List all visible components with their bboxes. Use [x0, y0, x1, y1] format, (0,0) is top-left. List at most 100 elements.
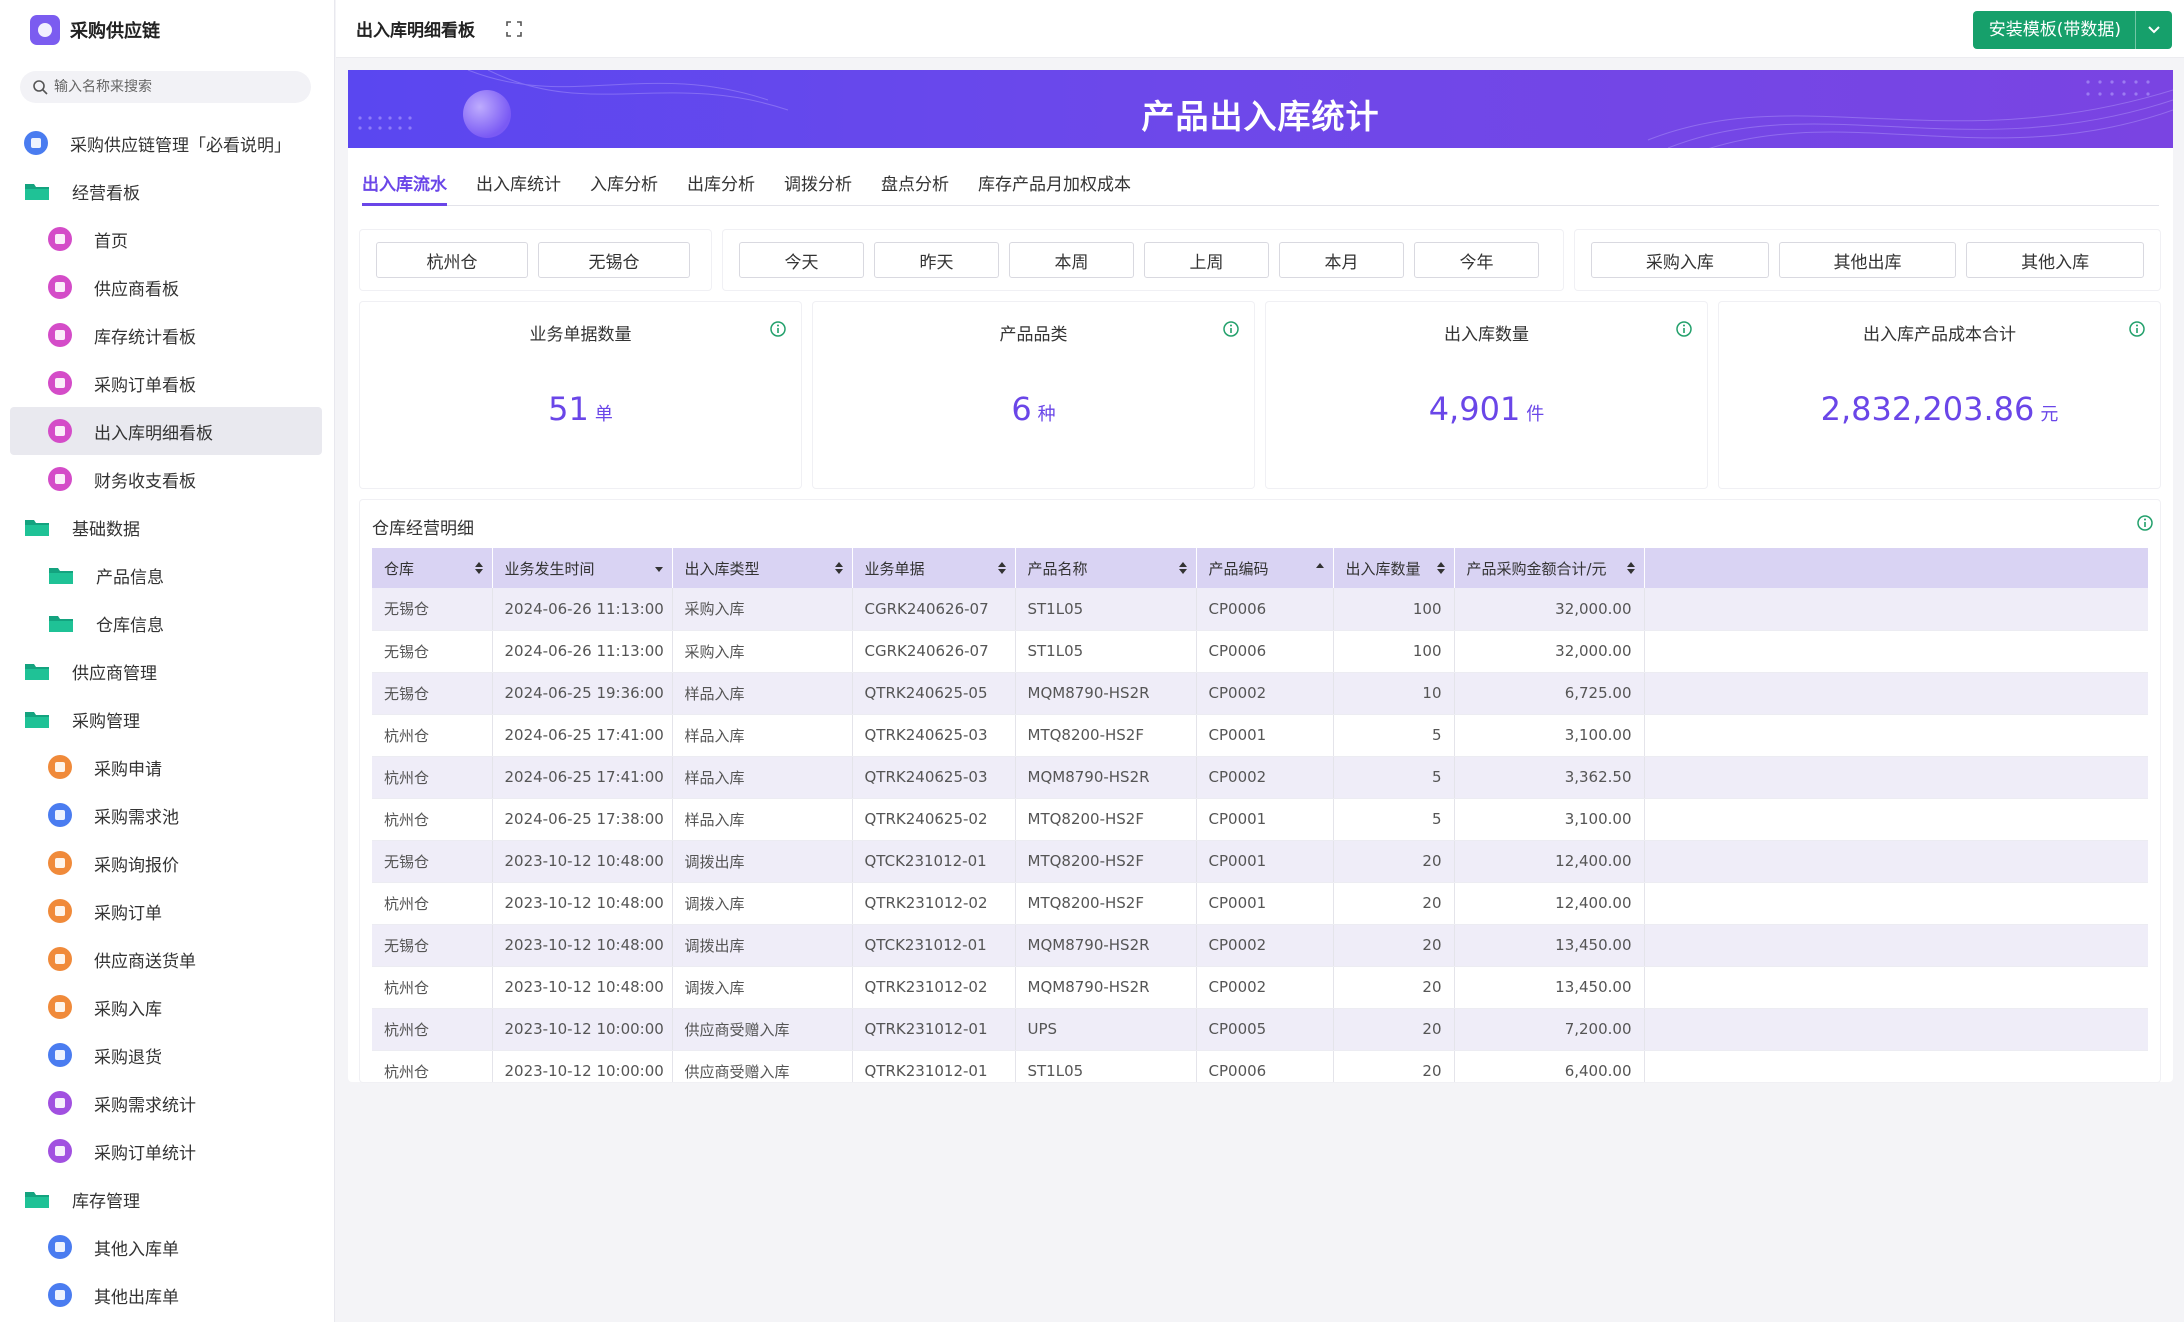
- install-template-button[interactable]: 安装模板(带数据): [1972, 11, 2172, 49]
- info-icon[interactable]: [2128, 320, 2146, 338]
- sidebar-item-inventory-board[interactable]: 库存统计看板: [0, 311, 334, 359]
- sidebar-item-home[interactable]: 首页: [0, 215, 334, 263]
- table-row[interactable]: 杭州仓 2024-06-25 17:38:00 样品入库 QTRK240625-02 M…: [372, 798, 2148, 841]
- table-row[interactable]: 杭州仓 2023-10-12 10:48:00 调拨入库 QTRK231012-02 M…: [372, 966, 2148, 1009]
- sort-icon[interactable]: [834, 560, 844, 576]
- table-row[interactable]: 无锡仓 2023-10-12 10:48:00 调拨出库 QTCK231012-01 M…: [372, 924, 2148, 967]
- filter-other-inbound[interactable]: 其他入库: [1966, 242, 2145, 278]
- sort-icon[interactable]: [1436, 560, 1446, 576]
- filter-last-week[interactable]: 上周: [1144, 242, 1269, 278]
- sidebar-item-inout-board[interactable]: 出入库明细看板: [10, 407, 322, 455]
- table-row[interactable]: 杭州仓 2023-10-12 10:00:00 供应商受赠入库 QTRK231012-…: [372, 1008, 2148, 1051]
- sidebar-item-purchase-order[interactable]: 采购订单: [0, 887, 334, 935]
- sidebar-item-po-board[interactable]: 采购订单看板: [0, 359, 334, 407]
- sort-icon[interactable]: [1178, 560, 1188, 576]
- filter-today[interactable]: 今天: [739, 242, 864, 278]
- column-header-quantity[interactable]: 出入库数量: [1333, 548, 1455, 588]
- filter-this-week[interactable]: 本周: [1009, 242, 1134, 278]
- sidebar-item-products[interactable]: 产品信息: [0, 551, 334, 599]
- sort-desc-icon[interactable]: [654, 560, 664, 576]
- search-input[interactable]: [54, 79, 304, 95]
- info-icon[interactable]: [1675, 320, 1693, 338]
- sidebar-item-guide[interactable]: 采购供应链管理「必看说明」: [0, 119, 334, 167]
- sidebar-item-other-inbound[interactable]: 其他入库单: [0, 1223, 334, 1271]
- table-row[interactable]: 无锡仓 2024-06-26 11:13:00 采购入库 CGRK240626-07 S…: [372, 588, 2148, 631]
- chevron-down-icon[interactable]: [2136, 25, 2172, 35]
- table-row[interactable]: 无锡仓 2024-06-26 11:13:00 采购入库 CGRK240626-07 S…: [372, 630, 2148, 673]
- cell-filler: [1644, 882, 2148, 925]
- sidebar-item-demand-stats[interactable]: 采购需求统计: [0, 1079, 334, 1127]
- sidebar-group-suppliers[interactable]: 供应商管理: [0, 647, 334, 695]
- table-row[interactable]: 无锡仓 2023-10-12 10:48:00 调拨出库 QTCK231012-01 M…: [372, 840, 2148, 883]
- sort-asc-icon[interactable]: [1315, 560, 1325, 576]
- sidebar-item-purchase-inbound[interactable]: 采购入库: [0, 983, 334, 1031]
- filter-this-month[interactable]: 本月: [1279, 242, 1404, 278]
- tab-inout-flow[interactable]: 出入库流水: [362, 170, 447, 206]
- brand[interactable]: 采购供应链: [0, 0, 334, 60]
- tab-inout-stats[interactable]: 出入库统计: [476, 175, 561, 195]
- column-header-amount[interactable]: 产品采购金额合计/元: [1454, 548, 1645, 588]
- table-row[interactable]: 杭州仓 2023-10-12 10:48:00 调拨入库 QTRK231012-02 M…: [372, 882, 2148, 925]
- cell-amount: 13,450.00: [1454, 924, 1645, 967]
- sidebar-item-purchase-return[interactable]: 采购退货: [0, 1031, 334, 1079]
- filter-this-year[interactable]: 今年: [1414, 242, 1539, 278]
- table-row[interactable]: 无锡仓 2024-06-25 19:36:00 样品入库 QTRK240625-05 M…: [372, 672, 2148, 715]
- sidebar-item-order-stats[interactable]: 采购订单统计: [0, 1127, 334, 1175]
- dashboard-icon: [48, 227, 72, 251]
- sidebar-group-purchasing[interactable]: 采购管理: [0, 695, 334, 743]
- column-header-type[interactable]: 出入库类型: [672, 548, 853, 588]
- sidebar-item-delivery-note[interactable]: 供应商送货单: [0, 935, 334, 983]
- cell-filler: [1644, 630, 2148, 673]
- sort-icon[interactable]: [1626, 560, 1636, 576]
- filter-purchase-inbound[interactable]: 采购入库: [1591, 242, 1769, 278]
- tab-stocktake-analysis[interactable]: 盘点分析: [881, 175, 949, 195]
- column-header-time[interactable]: 业务发生时间: [492, 548, 673, 588]
- sidebar-item-other-outbound[interactable]: 其他出库单: [0, 1271, 334, 1319]
- cell-time: 2024-06-25 17:38:00: [492, 798, 673, 841]
- column-header-warehouse[interactable]: 仓库: [372, 548, 493, 588]
- tab-transfer-analysis[interactable]: 调拨分析: [784, 175, 852, 195]
- sort-icon[interactable]: [474, 560, 484, 576]
- sidebar-item-label: 财务收支看板: [94, 471, 196, 492]
- sidebar-group-inventory[interactable]: 库存管理: [0, 1175, 334, 1223]
- tab-weighted-cost[interactable]: 库存产品月加权成本: [978, 175, 1131, 195]
- filter-warehouse-wuxi[interactable]: 无锡仓: [538, 242, 690, 278]
- table-row[interactable]: 杭州仓 2023-10-12 10:00:00 供应商受赠入库 QTRK231012-…: [372, 1050, 2148, 1082]
- column-header-product-name[interactable]: 产品名称: [1015, 548, 1197, 588]
- sidebar-item-label: 采购申请: [94, 759, 162, 780]
- fullscreen-icon[interactable]: [505, 20, 523, 38]
- cell-warehouse: 杭州仓: [372, 714, 493, 757]
- column-header-product-code[interactable]: 产品编码: [1196, 548, 1334, 588]
- info-icon[interactable]: [2136, 514, 2154, 532]
- sidebar-item-rfq[interactable]: 采购询报价: [0, 839, 334, 887]
- sidebar-item-finance-board[interactable]: 财务收支看板: [0, 455, 334, 503]
- sidebar-item-label: 采购需求统计: [94, 1095, 196, 1116]
- column-header-document[interactable]: 业务单据: [852, 548, 1016, 588]
- cell-warehouse: 杭州仓: [372, 1008, 493, 1051]
- cell-time: 2024-06-25 19:36:00: [492, 672, 673, 715]
- filter-yesterday[interactable]: 昨天: [874, 242, 999, 278]
- decorative-orb: [463, 90, 511, 138]
- tab-outbound-analysis[interactable]: 出库分析: [687, 175, 755, 195]
- filter-warehouse-hangzhou[interactable]: 杭州仓: [376, 242, 528, 278]
- cell-warehouse: 杭州仓: [372, 756, 493, 799]
- tab-inbound-analysis[interactable]: 入库分析: [590, 175, 658, 195]
- cell-product-name: MTQ8200-HS2F: [1015, 882, 1197, 925]
- table-row[interactable]: 杭州仓 2024-06-25 17:41:00 样品入库 QTRK240625-03 M…: [372, 756, 2148, 799]
- info-icon[interactable]: [1222, 320, 1240, 338]
- sort-icon[interactable]: [997, 560, 1007, 576]
- sidebar-item-demand-pool[interactable]: 采购需求池: [0, 791, 334, 839]
- info-icon[interactable]: [769, 320, 787, 338]
- table-row[interactable]: 杭州仓 2024-06-25 17:41:00 样品入库 QTRK240625-03 M…: [372, 714, 2148, 757]
- search-box[interactable]: [20, 71, 311, 103]
- sidebar-group-basic-data[interactable]: 基础数据: [0, 503, 334, 551]
- filter-other-outbound[interactable]: 其他出库: [1778, 242, 1957, 278]
- sidebar-item-supplier-board[interactable]: 供应商看板: [0, 263, 334, 311]
- sidebar-group-dashboards[interactable]: 经营看板: [0, 167, 334, 215]
- cell-time: 2023-10-12 10:48:00: [492, 840, 673, 883]
- table-scroll-area[interactable]: 仓库 业务发生时间 出入库类型 业务单据 产品名称 产品编码 出入库数量 产品采…: [372, 548, 2148, 1082]
- detail-table: 仓库 业务发生时间 出入库类型 业务单据 产品名称 产品编码 出入库数量 产品采…: [372, 548, 2148, 1082]
- sidebar-item-purchase-request[interactable]: 采购申请: [0, 743, 334, 791]
- cell-filler: [1644, 756, 2148, 799]
- sidebar-item-warehouses[interactable]: 仓库信息: [0, 599, 334, 647]
